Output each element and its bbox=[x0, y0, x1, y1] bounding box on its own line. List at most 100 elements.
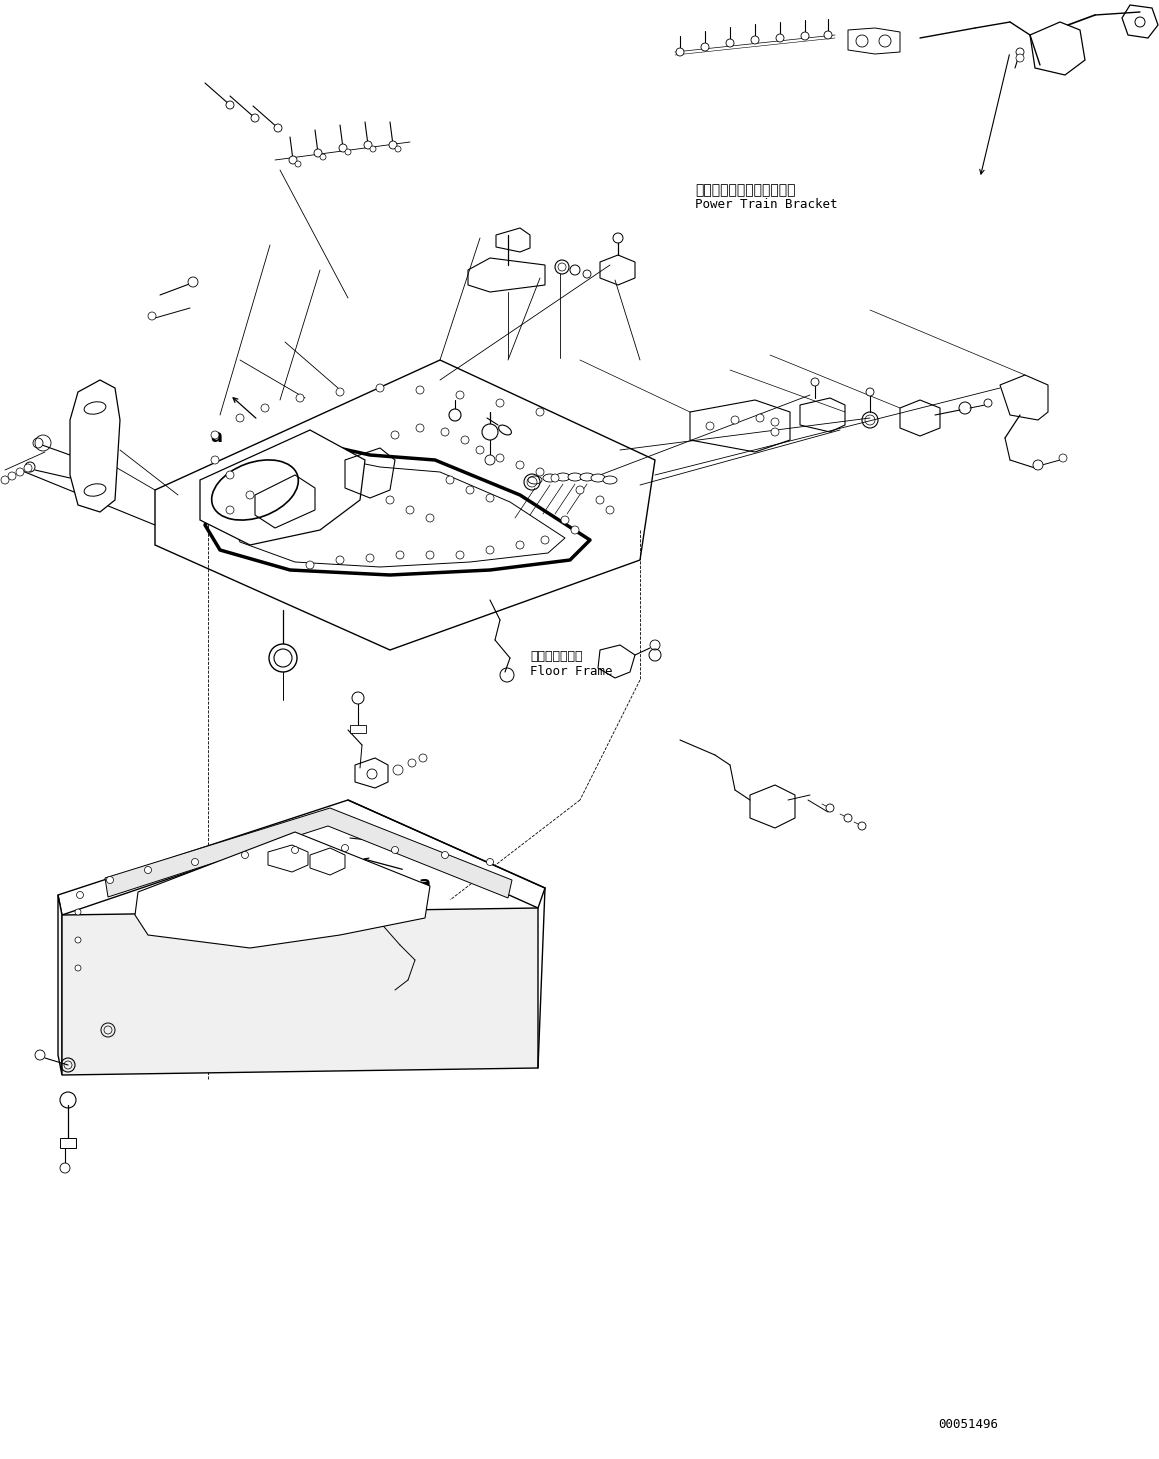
Circle shape bbox=[148, 312, 156, 320]
Circle shape bbox=[291, 854, 299, 862]
Circle shape bbox=[476, 446, 484, 454]
Circle shape bbox=[706, 422, 714, 430]
Circle shape bbox=[557, 263, 566, 271]
Polygon shape bbox=[105, 808, 512, 897]
Circle shape bbox=[364, 142, 372, 149]
Circle shape bbox=[801, 32, 809, 39]
Circle shape bbox=[844, 814, 852, 821]
Circle shape bbox=[345, 149, 351, 155]
Text: 00051496: 00051496 bbox=[938, 1418, 998, 1431]
Text: フロアフレーム: フロアフレーム bbox=[530, 651, 583, 662]
Circle shape bbox=[771, 427, 779, 436]
Circle shape bbox=[342, 845, 349, 852]
Ellipse shape bbox=[556, 473, 570, 481]
Circle shape bbox=[75, 964, 81, 972]
Circle shape bbox=[487, 858, 494, 865]
Circle shape bbox=[984, 398, 992, 407]
Circle shape bbox=[866, 388, 874, 395]
Circle shape bbox=[466, 486, 474, 495]
Circle shape bbox=[376, 384, 384, 392]
Ellipse shape bbox=[498, 425, 511, 435]
Ellipse shape bbox=[603, 476, 617, 484]
Circle shape bbox=[191, 858, 198, 865]
Polygon shape bbox=[155, 360, 655, 651]
Circle shape bbox=[442, 427, 449, 436]
Circle shape bbox=[274, 649, 292, 667]
Circle shape bbox=[449, 409, 461, 422]
Circle shape bbox=[555, 260, 569, 274]
Circle shape bbox=[392, 846, 399, 854]
Circle shape bbox=[370, 146, 376, 152]
Circle shape bbox=[366, 554, 374, 562]
Circle shape bbox=[535, 409, 544, 416]
Circle shape bbox=[535, 468, 544, 476]
Circle shape bbox=[336, 556, 344, 565]
Circle shape bbox=[75, 909, 81, 915]
Circle shape bbox=[701, 42, 709, 51]
Circle shape bbox=[484, 455, 495, 465]
Circle shape bbox=[25, 463, 35, 473]
Circle shape bbox=[731, 416, 739, 425]
Circle shape bbox=[496, 398, 504, 407]
Circle shape bbox=[596, 496, 604, 503]
Ellipse shape bbox=[568, 473, 582, 481]
Circle shape bbox=[336, 388, 344, 395]
Circle shape bbox=[576, 486, 584, 495]
Circle shape bbox=[1059, 454, 1067, 463]
Circle shape bbox=[482, 425, 498, 441]
Circle shape bbox=[613, 233, 624, 244]
Circle shape bbox=[226, 506, 234, 514]
Circle shape bbox=[314, 149, 322, 158]
Circle shape bbox=[446, 476, 454, 484]
Circle shape bbox=[455, 552, 464, 559]
Circle shape bbox=[395, 146, 401, 152]
Circle shape bbox=[226, 101, 234, 109]
Circle shape bbox=[1016, 48, 1025, 55]
Circle shape bbox=[1016, 54, 1025, 61]
Circle shape bbox=[416, 387, 424, 394]
Circle shape bbox=[486, 495, 494, 502]
Circle shape bbox=[269, 643, 297, 673]
Circle shape bbox=[583, 270, 591, 279]
Circle shape bbox=[367, 769, 377, 779]
Circle shape bbox=[393, 765, 403, 775]
Circle shape bbox=[292, 846, 299, 854]
Circle shape bbox=[777, 34, 783, 42]
Circle shape bbox=[561, 516, 569, 524]
Polygon shape bbox=[58, 894, 61, 1075]
Circle shape bbox=[246, 492, 254, 499]
Polygon shape bbox=[201, 430, 365, 546]
Circle shape bbox=[486, 546, 494, 554]
Circle shape bbox=[461, 436, 469, 444]
Circle shape bbox=[650, 641, 659, 651]
Polygon shape bbox=[58, 800, 545, 915]
Ellipse shape bbox=[580, 473, 595, 481]
Circle shape bbox=[241, 852, 248, 858]
Circle shape bbox=[427, 514, 433, 522]
Circle shape bbox=[188, 277, 198, 287]
Circle shape bbox=[32, 438, 43, 448]
Circle shape bbox=[75, 937, 81, 943]
Circle shape bbox=[306, 562, 314, 569]
Bar bbox=[350, 725, 366, 732]
Circle shape bbox=[541, 535, 549, 544]
Ellipse shape bbox=[529, 476, 542, 484]
Ellipse shape bbox=[591, 474, 605, 481]
Circle shape bbox=[570, 266, 580, 274]
Circle shape bbox=[296, 160, 301, 166]
Circle shape bbox=[145, 867, 152, 874]
Circle shape bbox=[391, 430, 399, 439]
Circle shape bbox=[551, 474, 559, 481]
Circle shape bbox=[1135, 18, 1145, 28]
Circle shape bbox=[107, 877, 114, 884]
Circle shape bbox=[771, 417, 779, 426]
Circle shape bbox=[352, 692, 364, 705]
Circle shape bbox=[320, 155, 326, 160]
Circle shape bbox=[389, 142, 398, 149]
Circle shape bbox=[420, 754, 427, 762]
Circle shape bbox=[261, 404, 269, 411]
Circle shape bbox=[1, 476, 9, 484]
Circle shape bbox=[516, 461, 524, 468]
Circle shape bbox=[211, 430, 219, 439]
Circle shape bbox=[571, 527, 580, 534]
